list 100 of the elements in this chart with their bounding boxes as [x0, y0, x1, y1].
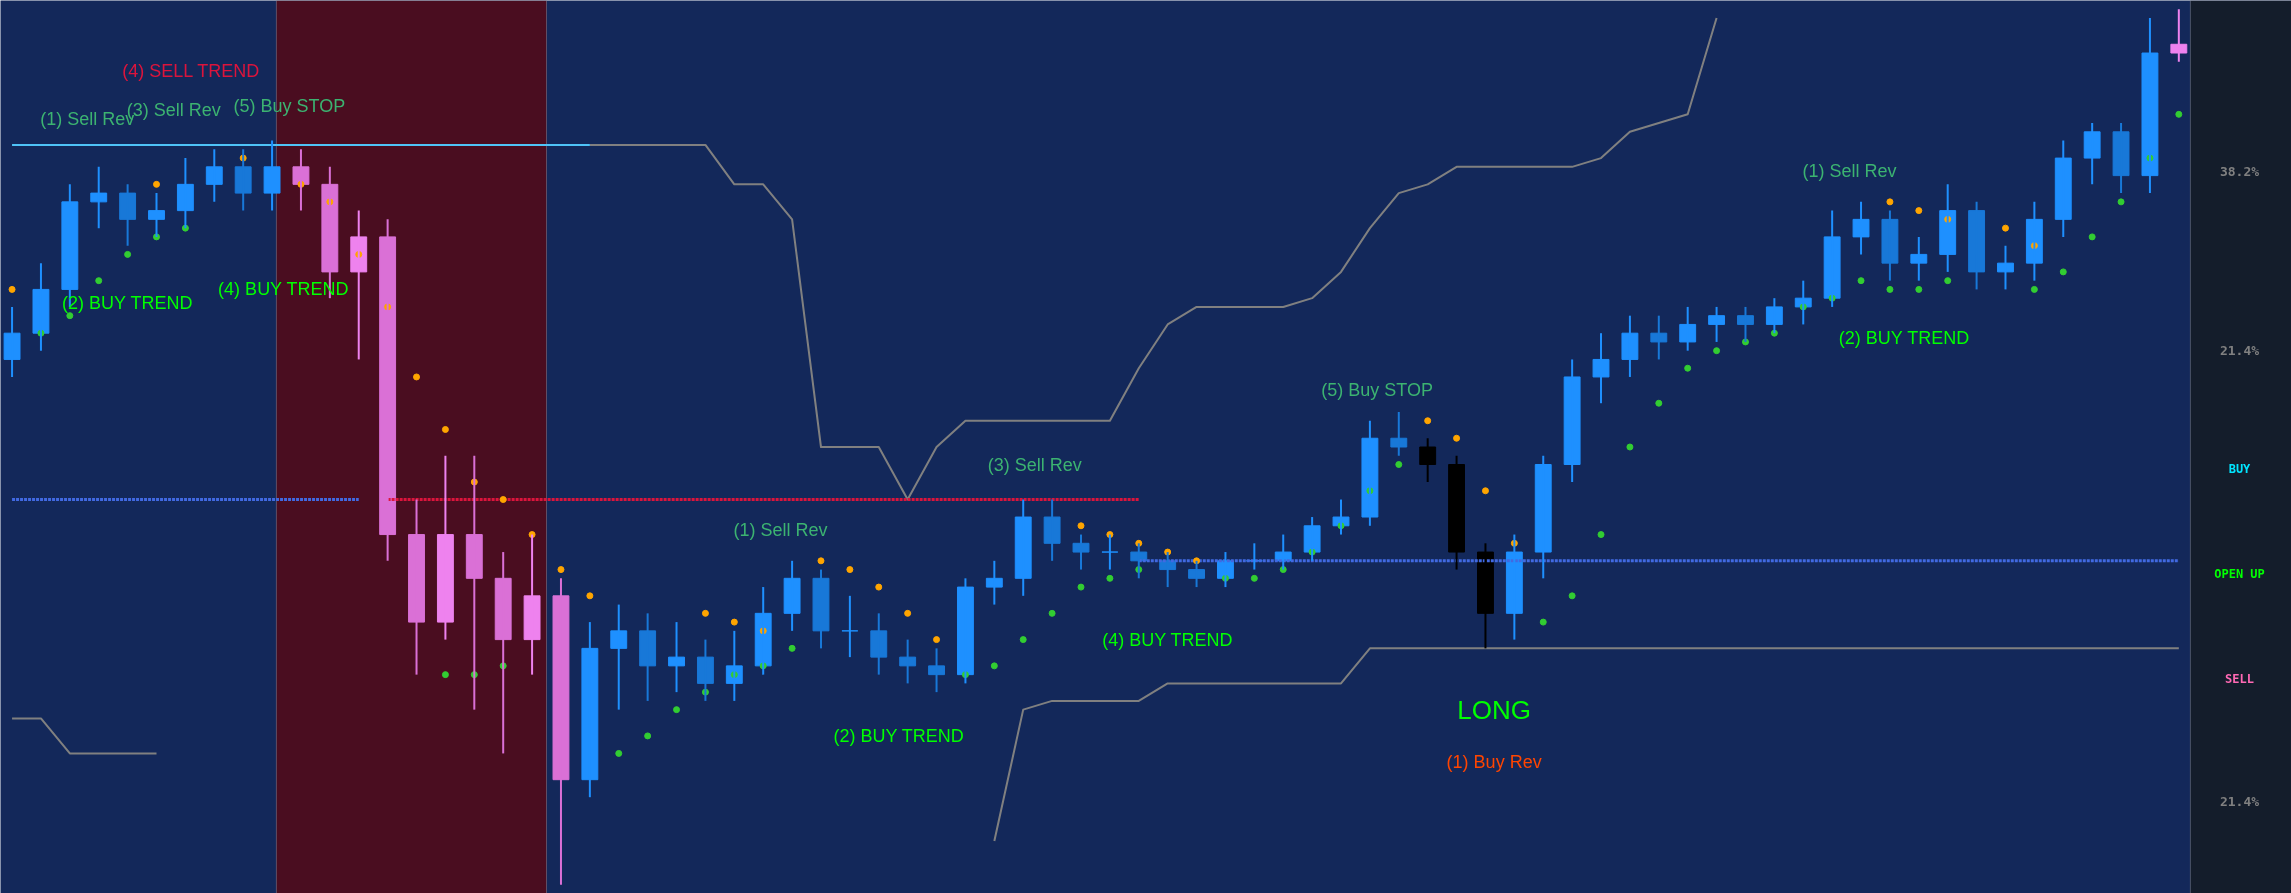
point [2088, 233, 2096, 241]
candlestick [754, 586, 772, 676]
annotation: (4) BUY TREND [1102, 629, 1233, 650]
point [1713, 347, 1721, 355]
point [1106, 574, 1114, 582]
annotation: (3) Sell Rev [987, 454, 1082, 475]
point [701, 609, 709, 617]
candlestick [350, 209, 368, 361]
candlestick [1765, 297, 1783, 335]
point [1886, 198, 1894, 206]
candlestick [1881, 209, 1899, 282]
text: BUY [2228, 461, 2252, 476]
point [1539, 618, 1547, 626]
point [990, 662, 998, 670]
candlestick [2054, 139, 2072, 238]
candlestick [2025, 200, 2043, 282]
candlestick [205, 148, 223, 203]
candlestick [379, 218, 397, 562]
point [1915, 285, 1923, 293]
point [2117, 198, 2125, 206]
point [1250, 574, 1258, 582]
point [2175, 110, 2183, 118]
candlestick [1737, 305, 1754, 343]
point [1944, 277, 1952, 285]
candlestick [1650, 314, 1668, 361]
candlestick [1419, 437, 1437, 484]
point [2001, 224, 2009, 232]
candlestick [263, 139, 281, 212]
candlestick [292, 148, 310, 212]
text: 38.2% [2219, 163, 2260, 179]
annotation: (1) Sell Rev [1802, 161, 1897, 182]
point [441, 426, 449, 433]
candlestick [1939, 183, 1957, 273]
point [586, 592, 594, 600]
point [644, 732, 652, 740]
annotation: (1) Buy Rev [1446, 752, 1542, 773]
point [904, 609, 912, 617]
candlestick [234, 148, 252, 212]
candlestick [1043, 498, 1061, 562]
candlestick [870, 612, 888, 676]
point [1077, 583, 1085, 591]
candlestick [3, 305, 21, 378]
point [1568, 592, 1576, 600]
point [1424, 417, 1432, 425]
candlestick [32, 262, 50, 352]
candlestick [1014, 498, 1032, 597]
point [817, 557, 825, 565]
candlestick [841, 594, 859, 659]
candlestick [639, 612, 657, 702]
candlestick [2083, 122, 2101, 186]
point [1481, 487, 1489, 495]
point [1077, 522, 1085, 530]
candlestick [1072, 533, 1090, 571]
candlestick [1852, 200, 1870, 256]
candlestick [1101, 533, 1119, 571]
candlestick [725, 629, 743, 702]
candlestick [928, 647, 945, 694]
text: 21.4% [2219, 794, 2260, 810]
point [1886, 285, 1894, 293]
point [788, 644, 796, 652]
annotation: LONG [1457, 694, 1531, 725]
point [2059, 268, 2067, 276]
candlestick [985, 559, 1003, 606]
point [8, 285, 16, 293]
point [1019, 636, 1027, 644]
point [875, 583, 883, 591]
candlestick [610, 603, 628, 711]
candlestick [1968, 200, 1986, 291]
point [441, 671, 449, 679]
point [673, 706, 681, 714]
point [124, 250, 132, 258]
candlestick [2112, 122, 2130, 195]
point [153, 180, 161, 188]
point [413, 373, 421, 381]
candlestick [783, 559, 801, 632]
annotation: (5) Buy STOP [233, 95, 346, 116]
point [2030, 285, 2038, 293]
point [1453, 434, 1461, 442]
point [1684, 364, 1692, 372]
candlestick [1361, 419, 1379, 527]
point [933, 636, 941, 644]
candlestick [1390, 410, 1408, 457]
candlestick [1188, 559, 1205, 589]
candlestick [1708, 305, 1726, 343]
candlestick [1621, 314, 1639, 378]
point [1395, 461, 1403, 468]
text: SELL [2225, 672, 2254, 686]
point [95, 277, 103, 285]
candlestick [696, 638, 714, 702]
point [1048, 609, 1056, 617]
candlestick [523, 533, 541, 676]
candlestick [1679, 305, 1697, 352]
annotation: (2) BUY TREND [1838, 327, 1970, 348]
point [499, 496, 507, 504]
point [1597, 531, 1605, 539]
annotation: (4) SELL TREND [122, 60, 260, 81]
candlestick [1997, 244, 2014, 291]
candlestick [90, 165, 108, 230]
candlestick [119, 183, 137, 247]
candlestick [1910, 235, 1928, 282]
